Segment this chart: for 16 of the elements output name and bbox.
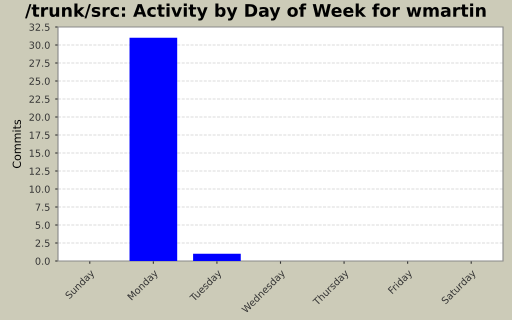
y-tick-label: 15.0 [30, 149, 50, 157]
y-tick-label: 5.0 [36, 221, 50, 229]
y-tick-label: 7.5 [36, 204, 50, 211]
y-axis-title: Commits [12, 120, 22, 168]
y-tick-label: 27.5 [29, 59, 50, 67]
y-tick-label: 17.5 [30, 132, 50, 139]
y-tick-label: 10.0 [30, 185, 50, 193]
y-tick-label: 20.0 [29, 113, 50, 121]
y-tick-label: 12.5 [30, 167, 50, 175]
chart-title: /trunk/src: Activity by Day of Week for wmartin [25, 4, 486, 20]
y-tick-label: 25.0 [29, 77, 50, 85]
y-tick-label: 32.5 [29, 23, 50, 31]
y-tick-label: 2.5 [36, 239, 50, 247]
y-tick-label: 22.5 [29, 95, 50, 103]
y-tick-label: 0.0 [36, 257, 50, 265]
y-tick-label: 30.0 [29, 41, 50, 49]
